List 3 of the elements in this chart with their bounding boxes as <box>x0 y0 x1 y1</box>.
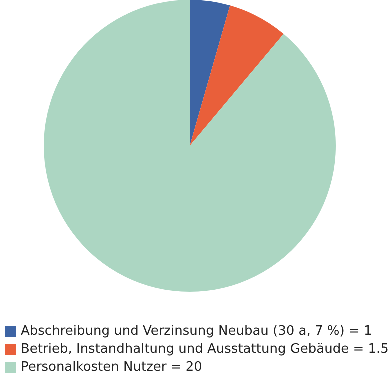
legend-label: Betrieb, Instandhaltung und Ausstattung Gebäude = 1.5 <box>21 342 389 357</box>
legend-label: Personalkosten Nutzer = 20 <box>21 360 202 375</box>
legend-label: Abschreibung und Verzinsung Neubau (30 a, 7 %) = 1 <box>21 324 372 339</box>
